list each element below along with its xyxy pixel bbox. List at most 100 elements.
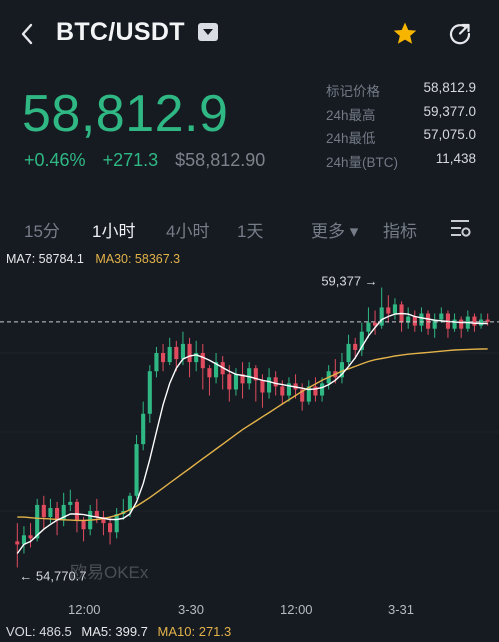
tab-more[interactable]: 更多 ▾ <box>311 222 359 241</box>
candle-down <box>55 507 60 521</box>
time-tick: 12:00 <box>280 602 313 617</box>
star-icon[interactable] <box>391 20 419 48</box>
candle-down <box>187 343 192 363</box>
candle-up <box>366 322 371 332</box>
candle-up <box>339 362 344 378</box>
volume-ma10: MA10: 271.3 <box>157 624 232 639</box>
candle-up <box>286 383 291 396</box>
usd-value: $58,812.90 <box>175 150 266 170</box>
price-change-row: +0.46% +271.3 $58,812.90 <box>24 150 265 171</box>
candle-down <box>412 316 417 326</box>
candle-down <box>273 377 278 387</box>
candle-down <box>74 501 79 521</box>
stat-24h-volume: 24h量(BTC) 11,438 <box>326 151 476 175</box>
candle-up <box>247 368 252 384</box>
pair-dropdown-button[interactable] <box>198 23 218 41</box>
candle-down <box>101 517 106 524</box>
candle-down <box>94 511 99 518</box>
pair-title[interactable]: BTC/USDT <box>56 18 185 46</box>
ma7-value: MA7: 58784.1 <box>6 252 84 266</box>
back-arrow-icon[interactable] <box>16 20 40 48</box>
market-stats: 标记价格 58,812.9 24h最高 59,377.0 24h最低 57,07… <box>326 80 476 174</box>
candle-up <box>134 444 139 496</box>
volume-ma5: MA5: 399.7 <box>81 624 148 639</box>
candle-down <box>260 380 265 393</box>
candle-down <box>15 541 20 545</box>
candle-up <box>127 495 132 511</box>
tab-15min[interactable]: 15分 <box>24 222 60 241</box>
ma7-line <box>16 312 488 554</box>
candle-up <box>267 377 272 393</box>
interval-tabs: 15分 1小时 4小时 1天 更多 ▾ 指标 <box>0 214 499 244</box>
candle-down <box>41 504 46 518</box>
candle-up <box>114 514 119 533</box>
candle-up <box>306 386 311 402</box>
candle-up <box>379 307 384 326</box>
okex-watermark: 欧易OKEx <box>70 563 149 582</box>
candle-down <box>207 368 212 378</box>
tab-4hour[interactable]: 4小时 <box>166 222 210 241</box>
candle-down <box>472 316 477 326</box>
candle-up <box>439 313 444 320</box>
time-tick: 3-30 <box>178 602 205 617</box>
candle-down <box>280 386 285 396</box>
last-price: 58,812.9 <box>22 85 229 143</box>
candle-up <box>346 343 351 363</box>
candle-up <box>432 319 437 329</box>
candle-down <box>426 313 431 329</box>
stat-value: 57,075.0 <box>423 127 476 142</box>
low-price-label: ← 54,770.7 <box>19 568 86 583</box>
candle-up <box>68 501 73 505</box>
change-absolute: +271.3 <box>102 150 159 170</box>
candle-up <box>61 504 66 521</box>
candle-up <box>452 319 457 329</box>
time-axis: 12:00 3-30 12:00 3-31 <box>0 602 499 620</box>
stat-value: 58,812.9 <box>423 80 476 95</box>
stat-value: 11,438 <box>435 150 476 166</box>
stat-label: 24h最高 <box>326 107 376 123</box>
share-icon[interactable] <box>446 20 474 48</box>
candle-up <box>419 313 424 326</box>
candle-down <box>300 389 305 402</box>
candle-down <box>174 346 179 360</box>
candle-up <box>147 371 152 414</box>
time-tick: 12:00 <box>68 602 101 617</box>
candle-up <box>233 374 238 390</box>
ma30-line <box>17 348 488 522</box>
volume-indicator-row: VOL: 486.5 MA5: 399.7 MA10: 271.3 <box>6 624 231 639</box>
tab-1hour[interactable]: 1小时 <box>92 222 136 241</box>
candle-down <box>353 343 358 350</box>
candle-down <box>485 319 490 322</box>
candle-down <box>28 535 33 539</box>
ma30-value: MA30: 58367.3 <box>95 252 181 266</box>
candle-down <box>81 520 86 530</box>
candle-up <box>154 353 159 372</box>
candle-down <box>240 374 245 384</box>
tab-1day[interactable]: 1天 <box>237 222 264 241</box>
candle-up <box>406 316 411 323</box>
stat-24h-high: 24h最高 59,377.0 <box>326 104 476 128</box>
candle-up <box>141 413 146 445</box>
candle-up <box>167 346 172 363</box>
chart-settings-icon[interactable] <box>448 217 472 239</box>
tab-indicators[interactable]: 指标 <box>383 222 417 241</box>
candle-down <box>253 368 258 381</box>
caret-down-icon <box>203 29 213 35</box>
stat-value: 59,377.0 <box>423 103 476 119</box>
candle-up <box>320 383 325 396</box>
stat-24h-low: 24h最低 57,075.0 <box>326 127 476 151</box>
candle-up <box>479 319 484 326</box>
stat-label: 标记价格 <box>326 84 380 99</box>
candle-down <box>373 322 378 326</box>
candle-up <box>214 362 219 378</box>
candle-down <box>313 386 318 396</box>
candle-up <box>35 504 40 539</box>
candle-up <box>194 353 199 363</box>
time-tick: 3-31 <box>388 602 415 617</box>
high-price-label: 59,377 → <box>321 274 377 289</box>
candle-up <box>359 331 364 350</box>
candle-down <box>227 374 232 390</box>
stat-mark-price: 标记价格 58,812.9 <box>326 80 476 104</box>
stat-label: 24h量(BTC) <box>326 154 399 170</box>
